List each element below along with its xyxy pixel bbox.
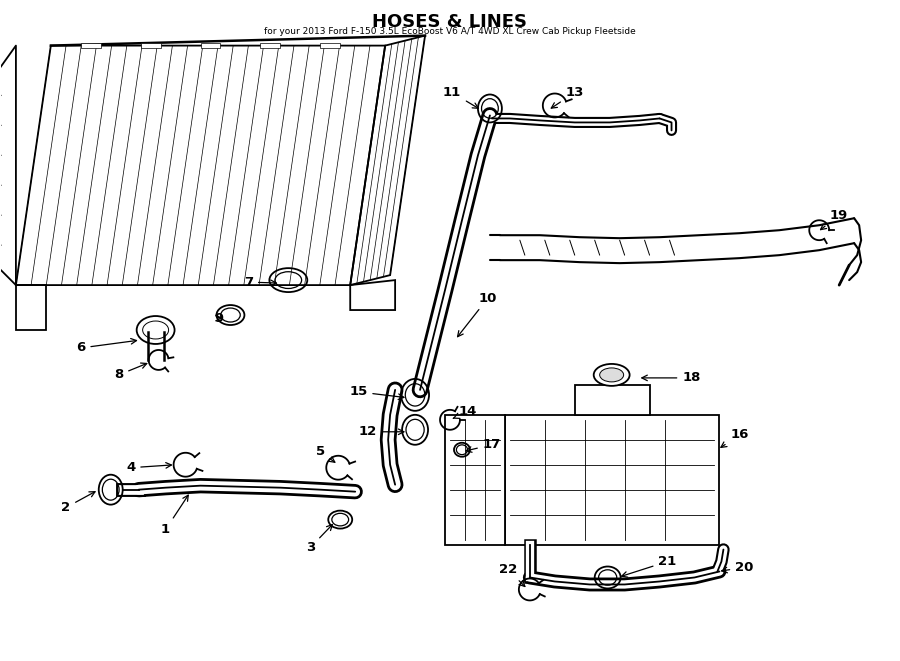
Text: 17: 17 [466,438,501,452]
Text: 14: 14 [454,405,477,418]
Ellipse shape [142,321,168,339]
Text: 19: 19 [821,209,849,229]
Text: 15: 15 [349,385,404,399]
Ellipse shape [599,368,624,382]
Text: for your 2013 Ford F-150 3.5L EcoBoost V6 A/T 4WD XL Crew Cab Pickup Fleetside: for your 2013 Ford F-150 3.5L EcoBoost V… [264,26,636,36]
Text: 1: 1 [161,495,188,536]
Text: HOSES & LINES: HOSES & LINES [373,13,527,30]
Text: 7: 7 [244,276,276,289]
Text: 16: 16 [721,428,749,447]
Text: 22: 22 [499,563,525,586]
Polygon shape [350,280,395,310]
Text: 4: 4 [126,461,171,474]
Text: 10: 10 [457,292,497,336]
Text: 18: 18 [642,371,701,385]
Polygon shape [201,42,220,48]
Polygon shape [140,42,160,48]
Ellipse shape [594,364,630,386]
Ellipse shape [137,316,175,344]
Text: 12: 12 [359,425,404,438]
Text: 9: 9 [214,311,223,325]
Text: 20: 20 [722,561,753,574]
Polygon shape [445,415,505,545]
Polygon shape [575,385,650,415]
Text: 13: 13 [552,86,584,108]
Polygon shape [81,42,101,48]
Polygon shape [260,42,281,48]
Polygon shape [16,285,46,330]
Text: 11: 11 [443,86,479,108]
Polygon shape [320,42,340,48]
Polygon shape [505,415,719,545]
Text: 2: 2 [61,492,95,514]
Text: 8: 8 [114,363,147,381]
Text: 3: 3 [306,525,332,554]
Text: 21: 21 [622,555,677,577]
Text: 5: 5 [316,446,335,462]
Text: 6: 6 [76,338,137,354]
